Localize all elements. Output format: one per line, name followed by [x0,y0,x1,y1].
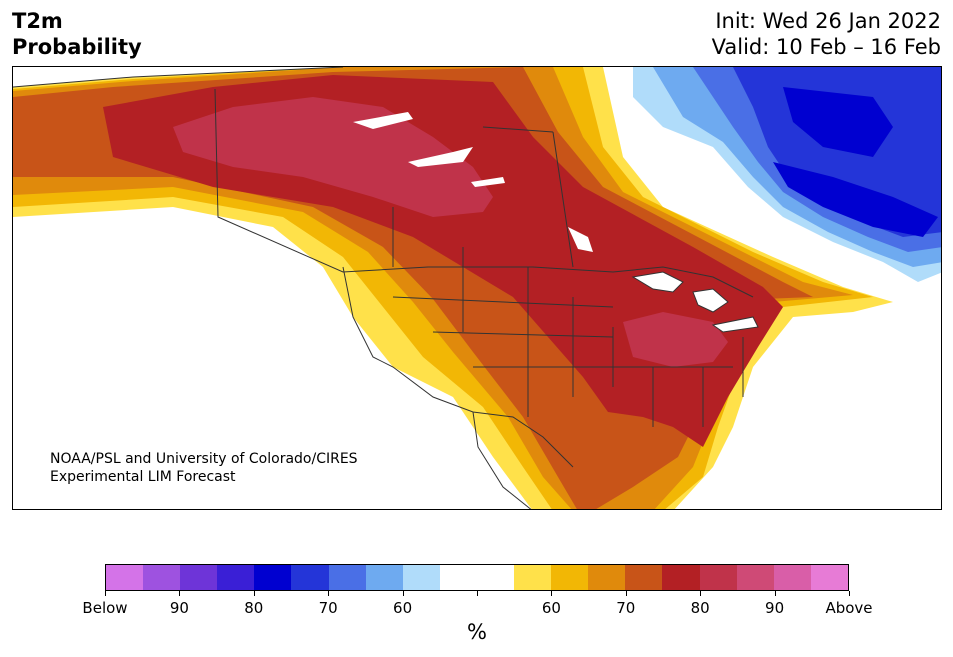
colorbar-segment [217,565,255,590]
colorbar-segment [810,565,848,590]
colorbar-tick-label: Below [82,599,128,617]
colorbar-segment [254,565,292,590]
map-panel [12,66,942,510]
colorbar-tick-label: 90 [765,599,785,617]
colorbar-tick [179,591,180,596]
colorbar-tick-label: 70 [616,599,636,617]
init-date: Init: Wed 26 Jan 2022 [715,9,941,33]
colorbar-segment [402,565,440,590]
probability-map [13,67,941,509]
colorbar-tick-label: 60 [393,599,413,617]
colorbar-tick [403,591,404,596]
credit-line1: NOAA/PSL and University of Colorado/CIRE… [50,451,358,467]
credit-line2: Experimental LIM Forecast [50,469,236,485]
colorbar-segment [699,565,737,590]
colorbar-segment [736,565,774,590]
colorbar-segment [476,565,515,590]
valid-range: Valid: 10 Feb – 16 Feb [711,35,941,59]
colorbar-tick [551,591,552,596]
region-warm-90-east [623,312,728,367]
colorbar-segment [439,565,477,590]
colorbar-segment [291,565,329,590]
colorbar-tick [700,591,701,596]
colorbar-tick [477,591,478,596]
colorbar-tick-label: Above [825,599,873,617]
colorbar-segment [365,565,403,590]
northern-lakes [353,112,593,252]
colorbar-segment [143,565,181,590]
great-lakes [631,271,759,333]
colorbar-tick [105,591,106,596]
colorbar-segment [662,565,700,590]
title-type: Probability [12,35,142,59]
colorbar [105,564,849,591]
colorbar-segment [328,565,366,590]
colorbar-tick [254,591,255,596]
forecast-dates: Init: Wed 26 Jan 2022 Valid: 10 Feb – 16… [712,8,941,60]
colorbar-segment [514,565,552,590]
colorbar-tick [626,591,627,596]
colorbar-tick-label: 70 [318,599,338,617]
map-title: T2m Probability [12,8,142,60]
colorbar-tick-label: 80 [690,599,710,617]
region-cold-90 [773,87,938,237]
colorbar-segment [773,565,811,590]
colorbar-segment [551,565,589,590]
colorbar-tick [775,591,776,596]
colorbar-segment [625,565,663,590]
colorbar-segment [180,565,218,590]
colorbar-segment [588,565,626,590]
credit-text: NOAA/PSL and University of Colorado/CIRE… [50,450,358,486]
country-borders [13,67,754,509]
colorbar-tick-label: 90 [169,599,189,617]
colorbar-tick [849,591,850,596]
region-warm-90 [173,97,493,217]
colorbar-unit: % [467,620,487,644]
colorbar-tick [328,591,329,596]
title-variable: T2m [12,9,63,33]
colorbar-tick-label: 80 [244,599,264,617]
colorbar-tick-label: 60 [541,599,561,617]
colorbar-segment [106,565,144,590]
region-cold-80 [733,67,941,237]
